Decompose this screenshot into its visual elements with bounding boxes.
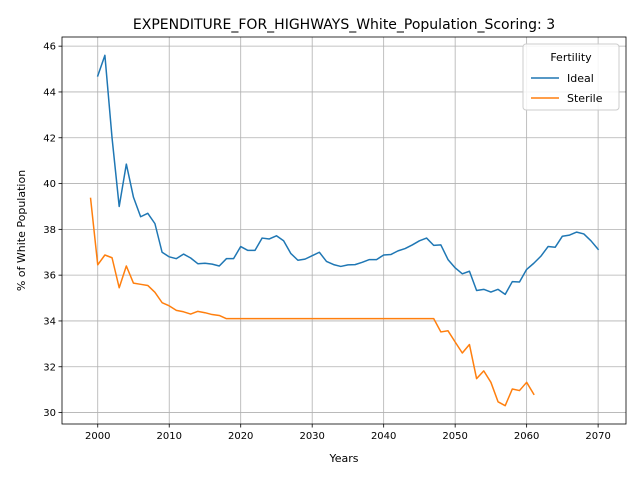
legend-label-ideal: Ideal: [567, 72, 594, 85]
x-axis-ticks: 2000 2010 2020 2030 2040 2050 2060 2070: [85, 424, 611, 442]
y-tick-label: 46: [43, 42, 56, 53]
plot-frame: [61, 36, 627, 425]
chart-title: EXPENDITURE_FOR_HIGHWAYS_White_Populatio…: [133, 17, 555, 33]
x-tick-label: 2040: [371, 431, 396, 442]
x-tick-label: 2070: [585, 431, 610, 442]
legend-title: Fertility: [550, 51, 592, 64]
series-line-ideal: [96, 54, 600, 296]
x-tick-label: 2050: [442, 431, 467, 442]
y-tick-label: 34: [43, 316, 56, 327]
x-tick-label: 2030: [299, 431, 324, 442]
y-tick-label: 36: [43, 271, 56, 282]
x-tick-label: 2020: [228, 431, 253, 442]
y-axis-ticks: 30 32 34 36 38 40 42 44 46: [43, 42, 62, 419]
y-tick-label: 30: [43, 408, 56, 419]
legend-label-sterile: Sterile: [567, 92, 603, 105]
series-line-sterile: [89, 197, 535, 407]
x-axis-label: Years: [328, 452, 358, 465]
x-tick-label: 2060: [514, 431, 539, 442]
y-tick-label: 44: [43, 87, 56, 98]
x-tick-label: 2010: [156, 431, 181, 442]
series-layer: [89, 54, 600, 407]
y-tick-label: 32: [43, 362, 56, 373]
y-tick-label: 40: [43, 179, 56, 190]
y-tick-label: 42: [43, 133, 56, 144]
x-tick-label: 2000: [85, 431, 110, 442]
legend: Fertility Ideal Sterile: [522, 43, 620, 111]
legend-box: [522, 43, 620, 111]
y-tick-label: 38: [43, 225, 56, 236]
y-axis-label: % of White Population: [15, 170, 28, 291]
